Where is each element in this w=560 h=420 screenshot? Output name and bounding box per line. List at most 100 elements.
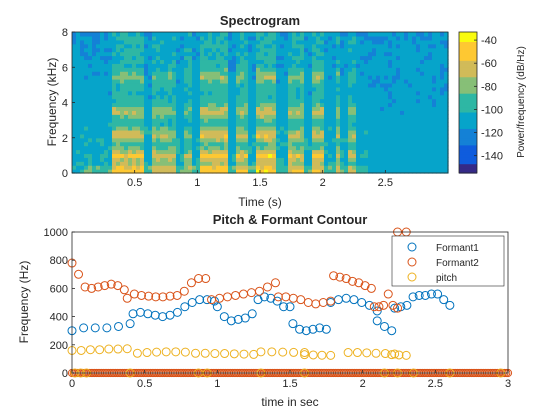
spectrogram-cell — [372, 110, 377, 115]
spectrogram-cell — [356, 79, 361, 84]
spectrogram-cell — [84, 63, 89, 68]
spectrogram-cell — [396, 126, 401, 131]
spectrogram-cell — [192, 118, 197, 123]
spectrogram-cell — [180, 169, 185, 174]
spectrogram-cell — [112, 129, 117, 135]
spectrogram-cell — [96, 71, 101, 76]
spectrogram-cell — [344, 39, 349, 45]
spectrogram-cell — [296, 153, 301, 158]
spectrogram-cell — [360, 67, 365, 72]
spectrogram-cell — [216, 165, 221, 170]
spectrogram-cell — [436, 114, 441, 119]
spectrogram-cell — [80, 137, 85, 143]
spectrogram-cell — [440, 67, 445, 72]
spectrogram-cell — [292, 35, 297, 41]
spectrogram-cell — [296, 137, 301, 143]
formant2-point — [374, 302, 384, 312]
legend: Formant1 Formant2 pitch — [391, 235, 505, 287]
spectrogram-cell — [440, 39, 445, 45]
formant2-point — [369, 302, 379, 312]
spectrogram-cell — [136, 161, 141, 166]
spectrogram-cell — [156, 86, 161, 92]
spectrogram-cell — [292, 161, 297, 166]
spectrogram-cell — [88, 47, 93, 53]
spectrogram-cell — [288, 126, 293, 131]
spectrogram-cell — [244, 102, 249, 108]
spectrogram-cell — [344, 165, 349, 170]
spectrogram-cell — [408, 82, 413, 88]
spectrogram-cell — [368, 39, 373, 45]
spectrogram-cell — [364, 141, 369, 147]
spectrogram-cell — [152, 86, 157, 92]
spectrogram-cell — [372, 35, 377, 41]
pitch-point — [326, 350, 336, 360]
spectrogram-cell — [400, 82, 405, 88]
spectrogram-cell — [180, 55, 185, 61]
spectrogram-cell — [88, 161, 93, 166]
spectrogram-cell — [320, 149, 325, 155]
spectrogram-cell — [84, 98, 89, 104]
spectrogram-cell — [316, 55, 321, 61]
spectrogram-cell — [332, 86, 337, 92]
spectrogram-cell — [192, 51, 197, 57]
spectrogram-cell — [184, 98, 189, 104]
spectrogram-cell — [312, 114, 317, 119]
legend-label-pitch: pitch — [436, 273, 457, 284]
spectrogram-cell — [100, 165, 105, 170]
spectrogram-cell — [80, 118, 85, 123]
spectrogram-cell — [76, 43, 81, 49]
spectrogram-cell — [240, 118, 245, 123]
spectrogram-cell — [256, 169, 261, 174]
spectrogram-cell — [344, 145, 349, 151]
spectrogram-cell — [412, 98, 417, 104]
spectrogram-cell — [180, 32, 185, 37]
spectrogram-cell — [108, 82, 113, 88]
spectrogram-cell — [92, 94, 97, 100]
spectrogram-cell — [244, 98, 249, 104]
spectrogram-cell — [344, 35, 349, 41]
spectrogram-cell — [128, 114, 133, 119]
spectrogram-cell — [76, 122, 81, 127]
spectrogram-cell — [280, 79, 285, 84]
spectrogram-cell — [424, 67, 429, 72]
spectrogram-cell — [404, 98, 409, 104]
spectrogram-cell — [300, 106, 305, 111]
spectrogram-cell — [124, 145, 129, 151]
spectrogram-cell — [416, 157, 421, 162]
spectrogram-cell — [232, 106, 237, 111]
spectrogram-cell — [392, 114, 397, 119]
spectrogram-cell — [144, 110, 149, 115]
spectrogram-cell — [220, 86, 225, 92]
spectrogram-cell — [268, 35, 273, 41]
spectrogram-cell — [100, 47, 105, 53]
spectrogram-cell — [280, 122, 285, 127]
spectrogram-cell — [256, 110, 261, 115]
spectrogram-cell — [388, 47, 393, 53]
spectrogram-cell — [320, 133, 325, 139]
spectrogram-cell — [248, 122, 253, 127]
spectrogram-cell — [240, 169, 245, 174]
pitch-point — [152, 347, 162, 357]
spectrogram-cell — [420, 157, 425, 162]
spectrogram-cell — [440, 63, 445, 68]
spectrogram-cell — [348, 118, 353, 123]
spectrogram-cell — [108, 141, 113, 147]
spectrogram-cell — [180, 71, 185, 76]
spectrogram-cell — [144, 75, 149, 80]
spectrogram-cell — [176, 32, 181, 37]
spectrogram-cell — [140, 32, 145, 37]
spectrogram-cell — [308, 43, 313, 49]
spectrogram-cell — [436, 118, 441, 123]
spectrogram-cell — [188, 110, 193, 115]
formant1-point — [357, 298, 367, 307]
spectrogram-cell — [396, 71, 401, 76]
formant2-point — [165, 291, 175, 301]
spectrogram-cell — [332, 129, 337, 135]
spectrogram-cell — [124, 32, 129, 37]
spectrogram-cell — [260, 71, 265, 76]
spectrogram-cell — [156, 110, 161, 115]
formant1-point — [372, 316, 382, 326]
spectrogram-cell — [412, 67, 417, 72]
spectrogram-cell — [256, 129, 261, 135]
spectrogram-cell — [356, 59, 361, 64]
